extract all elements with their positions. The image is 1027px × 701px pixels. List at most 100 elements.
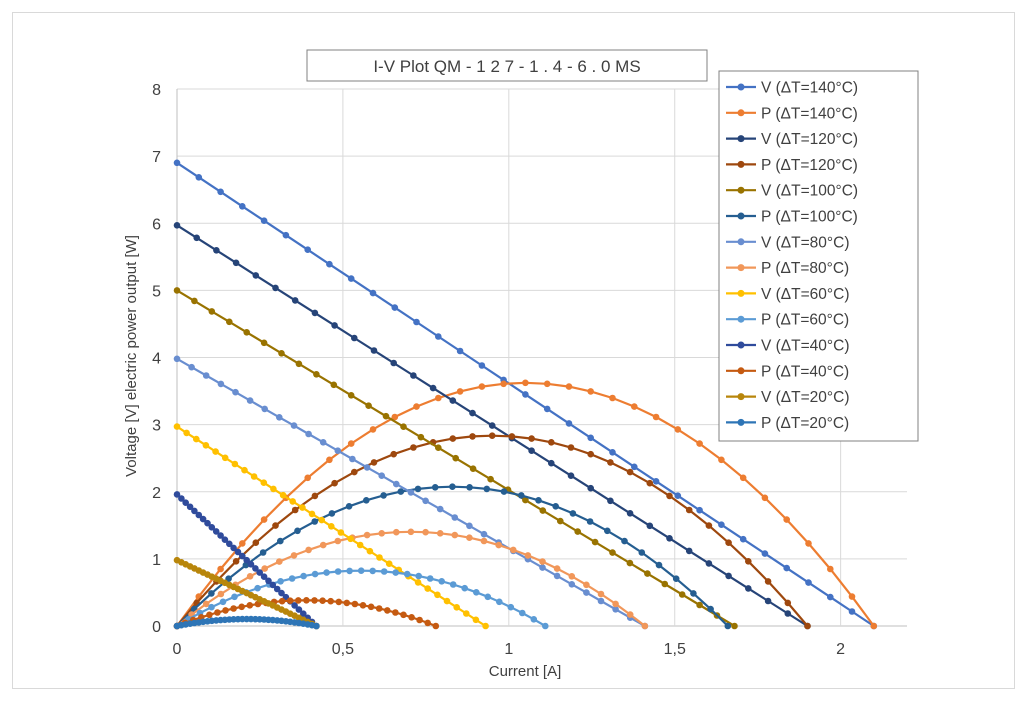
data-point [626, 510, 634, 517]
data-point [638, 549, 646, 556]
legend-marker [737, 264, 745, 272]
data-point [784, 599, 792, 607]
data-point [587, 434, 594, 442]
data-point [376, 554, 383, 561]
data-point [626, 611, 634, 618]
data-point [241, 466, 248, 474]
data-point [587, 484, 594, 492]
data-point [724, 622, 732, 630]
data-point [327, 597, 335, 605]
x-tick-label: 1 [504, 641, 513, 658]
data-point [424, 619, 432, 627]
data-point [480, 537, 488, 545]
x-tick-label: 0 [173, 641, 182, 658]
data-point [631, 463, 638, 471]
data-point [219, 598, 227, 606]
data-point [384, 607, 391, 614]
data-point [347, 392, 355, 399]
data-point [363, 531, 371, 539]
data-point [604, 527, 611, 535]
data-point [202, 442, 210, 449]
y-tick-label: 4 [152, 351, 161, 368]
legend-item: V (ΔT=80°C) [726, 234, 849, 251]
data-point [331, 479, 338, 487]
data-point [690, 590, 697, 597]
data-point [243, 329, 250, 336]
data-point [178, 495, 185, 502]
data-point [436, 505, 444, 513]
data-point [469, 409, 476, 417]
data-point [761, 550, 769, 557]
data-point [422, 497, 429, 505]
legend-item: P (ΔT=100°C) [726, 209, 858, 226]
data-point [231, 460, 239, 468]
data-point [626, 559, 634, 567]
data-point [612, 600, 619, 608]
y-tick-label: 3 [152, 418, 161, 435]
y-tick-label: 1 [152, 552, 161, 569]
data-point [369, 567, 377, 575]
data-point [565, 420, 573, 427]
data-point [495, 541, 503, 549]
data-point [334, 537, 342, 545]
data-point [827, 565, 834, 573]
legend-marker [737, 393, 745, 401]
series-13 [173, 615, 320, 630]
data-point [827, 593, 834, 601]
data-point [331, 322, 338, 329]
data-point [313, 622, 320, 630]
legend-label: V (ΔT=20°C) [761, 389, 849, 406]
data-point [217, 188, 224, 196]
data-point [414, 485, 422, 493]
legend-marker [737, 315, 745, 323]
data-point [587, 388, 594, 395]
data-point [466, 534, 473, 541]
data-point [574, 528, 581, 535]
data-point [705, 560, 713, 567]
data-point [466, 522, 473, 530]
data-point [311, 518, 319, 525]
data-point [351, 468, 358, 476]
data-point [291, 602, 298, 609]
data-point [535, 497, 542, 504]
data-point [524, 552, 532, 559]
data-point [282, 231, 290, 239]
data-point [568, 581, 576, 588]
data-point [367, 603, 375, 611]
data-point [318, 516, 326, 524]
data-point [278, 350, 285, 357]
data-point [403, 570, 411, 578]
data-point [848, 593, 856, 600]
data-point [193, 234, 200, 242]
data-point [290, 422, 298, 429]
data-point [739, 474, 747, 482]
y-axis-title: Voltage [V] electric power output [W] [123, 235, 140, 477]
data-point [186, 503, 194, 511]
data-point [391, 413, 399, 421]
data-point [326, 456, 333, 464]
data-point [242, 561, 250, 569]
data-point [289, 498, 297, 505]
data-point [539, 564, 546, 571]
data-point [483, 485, 491, 493]
data-point [469, 465, 477, 473]
legend-label: P (ΔT=100°C) [761, 209, 858, 226]
data-point [609, 449, 616, 456]
data-point [382, 412, 390, 420]
x-axis-title: Current [A] [489, 663, 562, 680]
data-point [230, 605, 237, 612]
legend-item: V (ΔT=100°C) [726, 183, 858, 200]
data-point [435, 444, 442, 452]
data-point [206, 611, 213, 619]
data-point [345, 503, 353, 510]
data-point [519, 609, 526, 617]
data-point [299, 504, 306, 511]
legend-item: P (ΔT=20°C) [726, 415, 849, 432]
legend-marker [737, 289, 745, 297]
data-point [607, 459, 614, 466]
data-point [469, 433, 476, 440]
data-point [641, 622, 649, 630]
legend-label: V (ΔT=120°C) [761, 131, 858, 148]
legend-marker [737, 418, 745, 426]
data-point [422, 528, 429, 536]
